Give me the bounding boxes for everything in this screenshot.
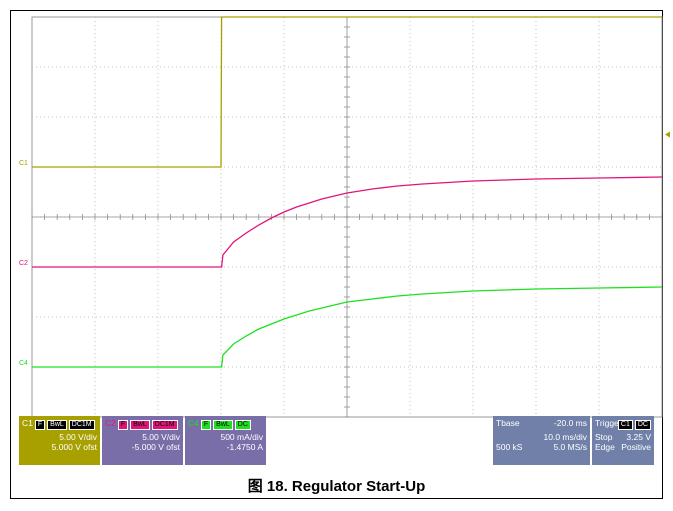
timebase-delay: -20.0 ms bbox=[553, 418, 587, 428]
trace-label-c1: C1 bbox=[19, 160, 28, 167]
timebase-rate: 5.0 MS/s bbox=[553, 442, 587, 452]
trigger-type: Edge bbox=[595, 442, 615, 452]
trigger-mode: Stop bbox=[595, 432, 613, 442]
figure-caption: 图 18. Regulator Start-Up bbox=[247, 478, 426, 495]
trace-c4 bbox=[32, 286, 663, 368]
c4-tag-f: F bbox=[200, 420, 212, 430]
trigger-level: 3.25 V bbox=[626, 432, 651, 442]
c2-offset: -5.000 V ofst bbox=[131, 442, 180, 452]
trace-c1 bbox=[32, 16, 662, 168]
c1-scale: 5.00 V/div bbox=[59, 432, 97, 442]
timebase-samples: 500 kS bbox=[496, 442, 523, 452]
c1-offset: 5.000 V ofst bbox=[51, 442, 97, 452]
oscilloscope-screen: C1 C2 C4 bbox=[19, 16, 670, 424]
c2-name: C2 bbox=[105, 418, 116, 428]
timebase-per-div: 10.0 ms/div bbox=[543, 432, 587, 442]
c2-tag-f: F bbox=[117, 420, 129, 430]
c1-info-box[interactable]: C1 F BwL DC1M 5.00 V/div 5.000 V ofst bbox=[19, 416, 100, 465]
c4-scale: 500 mA/div bbox=[220, 432, 263, 442]
trigger-label: Trigger bbox=[595, 418, 622, 428]
c4-tag-bwl: BwL bbox=[213, 420, 233, 430]
timebase-info-box[interactable]: Tbase -20.0 ms 10.0 ms/div 500 kS 5.0 MS/s bbox=[493, 416, 590, 465]
c2-tag-coupling: DC1M bbox=[151, 420, 178, 430]
c1-tag-f: F bbox=[34, 420, 46, 430]
c4-name: C4 bbox=[188, 418, 199, 428]
trace-label-c2: C2 bbox=[19, 260, 28, 267]
trace-label-c4: C4 bbox=[19, 360, 28, 367]
c2-tag-bwl: BwL bbox=[130, 420, 150, 430]
trigger-info-box[interactable]: Trigger C1 DC Stop 3.25 V Edge Positive bbox=[592, 416, 654, 465]
c4-tag-coupling: DC bbox=[234, 420, 251, 430]
c1-tag-coupling: DC1M bbox=[68, 420, 95, 430]
trigger-slope: Positive bbox=[621, 442, 651, 452]
c2-info-box[interactable]: C2 F BwL DC1M 5.00 V/div -5.000 V ofst bbox=[102, 416, 183, 465]
timebase-label: Tbase bbox=[496, 418, 520, 428]
trace-c2 bbox=[32, 176, 663, 268]
trigger-tag-source: C1 bbox=[617, 420, 633, 430]
trigger-tag-coupling: DC bbox=[634, 420, 651, 430]
c2-scale: 5.00 V/div bbox=[142, 432, 180, 442]
trigger-level-marker bbox=[665, 131, 670, 138]
c4-info-box[interactable]: C4 F BwL DC 500 mA/div -1.4750 A bbox=[185, 416, 266, 465]
c1-tag-bwl: BwL bbox=[47, 420, 67, 430]
c4-offset: -1.4750 A bbox=[226, 442, 263, 452]
c1-name: C1 bbox=[22, 418, 33, 428]
